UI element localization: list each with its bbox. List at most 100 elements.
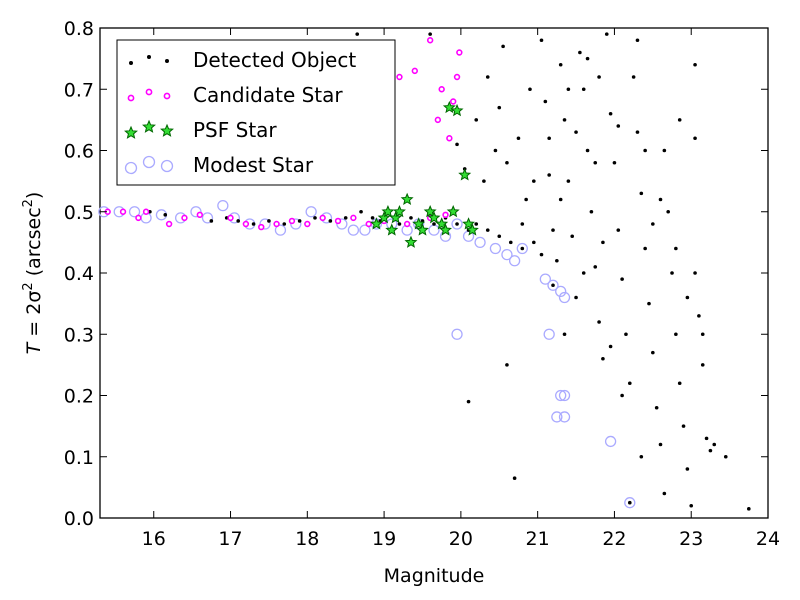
detected-object-point	[267, 219, 271, 223]
candidate-star-point	[227, 214, 234, 222]
detected-object-point	[297, 219, 302, 223]
psf-star-point	[458, 168, 472, 181]
psf-star-point	[423, 204, 437, 218]
detected-object-point	[501, 44, 505, 49]
detected-object-point	[251, 222, 256, 226]
detected-object-point	[601, 240, 605, 245]
modest-star-point	[305, 206, 317, 218]
detected-object-point	[639, 454, 644, 459]
detected-object-point	[485, 228, 490, 232]
candidate-star-point	[119, 208, 127, 215]
modest-star-point	[558, 291, 571, 304]
candidate-star-point	[142, 208, 150, 215]
psf-star-point	[392, 204, 406, 218]
legend-box	[116, 39, 396, 186]
modest-star-point	[451, 328, 463, 340]
candidate-star-point	[288, 217, 296, 225]
detected-object-point	[654, 405, 659, 410]
psf-star-point	[462, 217, 476, 230]
detected-object-point	[658, 197, 663, 202]
detected-object-point	[616, 124, 621, 128]
detected-object-point	[409, 216, 413, 220]
y-axis-label: T = 2σ2 (arcsec2)	[21, 192, 45, 355]
legend-entry: Detected Object	[129, 48, 356, 72]
x-tick-label: 21	[526, 528, 550, 550]
detected-object-point	[497, 105, 502, 110]
series-star	[369, 100, 479, 248]
legend-marker	[142, 155, 156, 169]
candidate-star-point	[350, 214, 357, 222]
detected-object-point	[455, 222, 459, 226]
y-tick-label: 0.3	[64, 324, 94, 346]
detected-object-point	[466, 399, 471, 404]
detected-object-point	[578, 50, 582, 55]
detected-object-point	[581, 87, 586, 92]
y-axis-label-exp: 2	[21, 282, 36, 290]
psf-star-point	[427, 211, 441, 224]
y-tick-label: 0.2	[64, 386, 94, 408]
detected-object-point	[520, 222, 525, 226]
psf-star-point	[465, 223, 479, 236]
detected-object-point	[282, 222, 287, 226]
candidate-star-point	[319, 214, 326, 222]
detected-object-point	[604, 32, 609, 36]
psf-star-point	[381, 204, 395, 218]
detected-object-point	[566, 87, 571, 92]
psf-star-point	[446, 204, 460, 218]
legend-marker	[160, 123, 174, 137]
legend-marker	[124, 161, 138, 175]
detected-object-point	[512, 476, 517, 480]
detected-object-point	[677, 118, 682, 122]
detected-object-point	[574, 295, 578, 300]
detected-object-point	[627, 500, 632, 505]
modest-star-point	[558, 411, 571, 423]
detected-object-point	[516, 136, 521, 141]
legend-marker	[163, 92, 171, 100]
detected-object-point	[397, 222, 402, 226]
detected-object-point	[574, 130, 578, 134]
detected-object-point	[677, 381, 682, 386]
detected-object-point	[704, 436, 709, 441]
modest-star-point	[558, 389, 571, 402]
modest-star-point	[474, 236, 486, 249]
legend-marker	[160, 159, 174, 173]
detected-object-point	[658, 442, 663, 447]
modest-star-point	[539, 273, 551, 285]
modest-star-point	[624, 497, 636, 509]
detected-object-point	[651, 350, 655, 355]
y-axis-label-unit-exp: 2	[21, 199, 36, 207]
psf-star-point	[377, 211, 391, 224]
candidate-star-point	[242, 220, 250, 228]
detected-object-point	[505, 160, 509, 165]
detected-object-point	[532, 240, 536, 245]
legend-entries: Detected Object Candidate Star PSF Star Mod…	[124, 48, 356, 177]
detected-object-point	[620, 393, 624, 398]
modest-star-point	[336, 218, 348, 230]
legend-marker	[142, 119, 156, 133]
candidate-star-point	[434, 116, 442, 124]
detected-object-point	[543, 99, 548, 104]
candidate-star-point	[411, 67, 419, 75]
x-axis-label: Magnitude	[384, 565, 485, 587]
candidate-star-point	[442, 211, 449, 219]
candidate-star-point	[365, 220, 372, 228]
detected-object-point	[662, 148, 667, 153]
detected-object-point	[697, 314, 701, 318]
x-tick-label: 22	[602, 528, 626, 550]
modest-star-point	[508, 255, 521, 267]
modest-star-point	[274, 224, 287, 236]
legend-marker	[127, 94, 135, 102]
detected-object-point	[359, 209, 363, 214]
detected-object-point	[685, 295, 690, 300]
y-tick-label: 0.7	[64, 79, 94, 101]
y-axis-label-var: T	[23, 341, 45, 354]
candidate-star-point	[196, 211, 204, 219]
candidate-star-point	[334, 217, 342, 225]
candidate-star-point	[446, 135, 453, 142]
detected-object-point	[624, 332, 628, 337]
detected-object-point	[685, 467, 690, 471]
detected-object-point	[616, 228, 621, 232]
detected-object-point	[647, 301, 651, 306]
detected-object-point	[627, 381, 632, 386]
